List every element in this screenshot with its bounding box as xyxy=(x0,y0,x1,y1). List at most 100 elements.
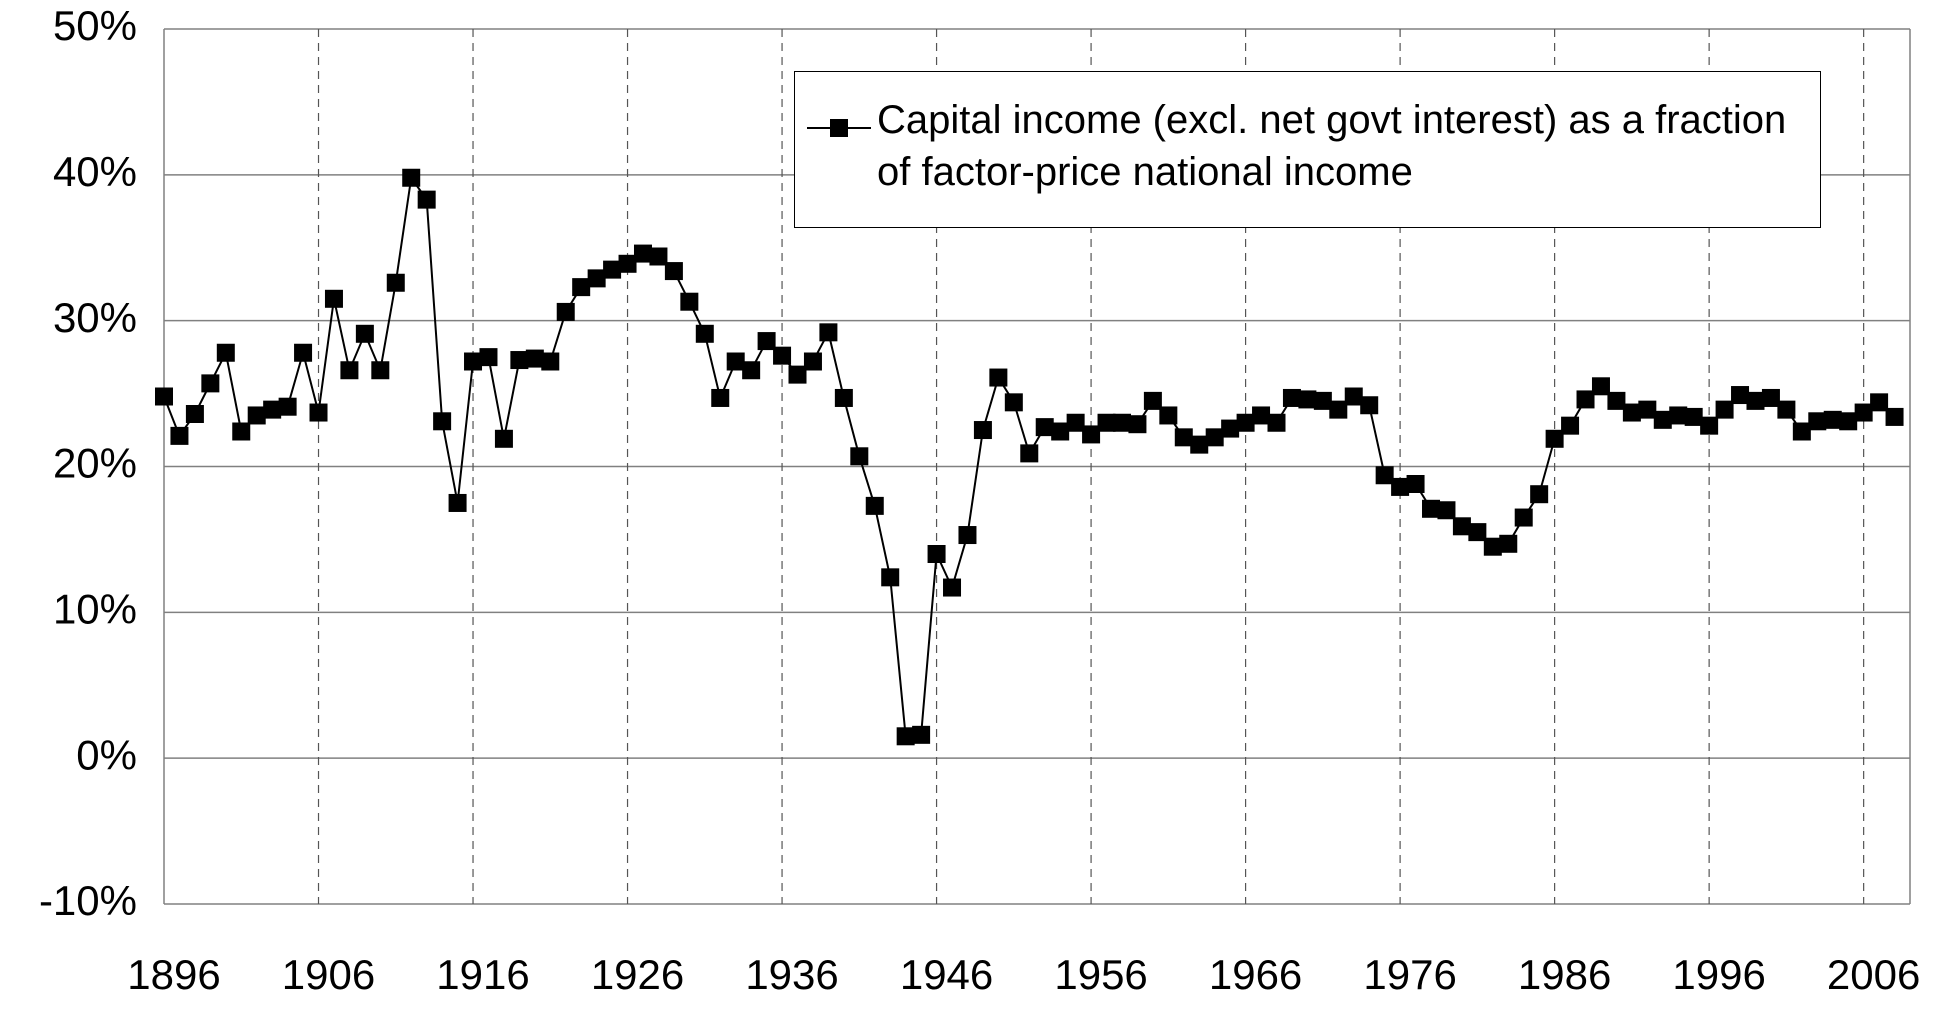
marker xyxy=(881,568,900,587)
x-tick-label: 1936 xyxy=(745,951,838,998)
marker xyxy=(1313,391,1332,410)
legend-label: Capital income (excl. net govt interest)… xyxy=(877,98,1787,194)
y-tick-label: 40% xyxy=(53,148,137,195)
x-tick-label: 1916 xyxy=(436,951,529,998)
marker xyxy=(1112,413,1131,432)
marker xyxy=(896,727,915,746)
marker xyxy=(943,578,962,597)
marker xyxy=(664,262,683,281)
marker xyxy=(294,343,313,362)
marker xyxy=(1483,537,1502,556)
x-tick-label: 1926 xyxy=(591,951,684,998)
marker xyxy=(155,387,173,406)
marker xyxy=(742,361,761,380)
y-tick-label: 20% xyxy=(53,440,137,487)
marker xyxy=(1870,393,1889,412)
marker xyxy=(1561,416,1580,435)
marker xyxy=(541,352,560,371)
y-tick-label: 10% xyxy=(53,585,137,632)
marker xyxy=(819,323,838,342)
y-tick-label: 30% xyxy=(53,294,137,341)
marker xyxy=(1205,428,1224,447)
marker xyxy=(958,526,977,545)
x-tick-label: 1996 xyxy=(1672,951,1765,998)
marker xyxy=(1715,400,1734,419)
marker xyxy=(1514,508,1533,527)
marker xyxy=(1437,501,1456,520)
marker xyxy=(371,361,390,380)
marker xyxy=(1066,413,1085,432)
marker xyxy=(355,324,374,343)
marker xyxy=(201,374,220,393)
y-tick-label: 50% xyxy=(53,2,137,49)
marker xyxy=(1143,391,1162,410)
marker xyxy=(1282,388,1301,407)
marker xyxy=(216,343,235,362)
marker xyxy=(1653,410,1672,429)
marker xyxy=(1622,403,1641,422)
marker xyxy=(278,397,297,416)
marker xyxy=(1839,412,1858,431)
marker xyxy=(402,168,421,187)
marker xyxy=(973,421,992,440)
legend: Capital income (excl. net govt interest)… xyxy=(794,71,1821,228)
marker xyxy=(1669,406,1688,425)
marker xyxy=(417,190,436,209)
x-tick-label: 1896 xyxy=(127,951,220,998)
marker xyxy=(850,447,869,466)
marker xyxy=(525,349,544,368)
marker xyxy=(1159,406,1178,425)
marker xyxy=(556,302,575,321)
marker xyxy=(1885,407,1904,426)
marker xyxy=(1190,435,1209,454)
marker xyxy=(1298,390,1317,409)
marker xyxy=(1267,413,1286,432)
marker xyxy=(649,247,668,266)
marker xyxy=(695,324,714,343)
marker xyxy=(1700,416,1719,435)
marker xyxy=(1576,390,1595,409)
marker xyxy=(309,403,328,422)
x-tick-label: 1986 xyxy=(1518,951,1611,998)
marker xyxy=(603,260,622,279)
marker xyxy=(340,361,359,380)
marker xyxy=(1638,400,1657,419)
marker xyxy=(479,348,498,367)
marker xyxy=(448,493,467,512)
marker xyxy=(1746,391,1765,410)
marker xyxy=(433,412,452,431)
marker xyxy=(1792,422,1811,441)
marker xyxy=(1761,388,1780,407)
marker xyxy=(1236,413,1255,432)
marker xyxy=(1391,477,1410,496)
marker xyxy=(788,365,807,384)
marker xyxy=(1128,415,1147,434)
marker xyxy=(464,352,483,371)
legend-square xyxy=(830,119,848,137)
marker xyxy=(1097,413,1116,432)
marker xyxy=(927,545,946,563)
marker xyxy=(1329,400,1348,419)
marker xyxy=(633,244,652,263)
marker xyxy=(834,388,853,407)
marker xyxy=(572,278,591,297)
marker xyxy=(1422,499,1441,518)
marker xyxy=(1545,429,1564,448)
marker xyxy=(1808,412,1827,431)
marker xyxy=(757,332,776,351)
marker xyxy=(1777,400,1796,419)
marker xyxy=(1035,418,1054,437)
x-tick-label: 1976 xyxy=(1363,951,1456,998)
marker xyxy=(170,426,189,445)
legend-marker xyxy=(807,119,871,137)
marker xyxy=(865,496,884,515)
marker xyxy=(989,368,1008,387)
marker xyxy=(1344,387,1363,406)
x-tick-label: 2006 xyxy=(1827,951,1920,998)
marker xyxy=(1174,428,1193,447)
marker xyxy=(386,273,405,292)
marker xyxy=(1499,534,1518,553)
marker xyxy=(1051,422,1070,441)
